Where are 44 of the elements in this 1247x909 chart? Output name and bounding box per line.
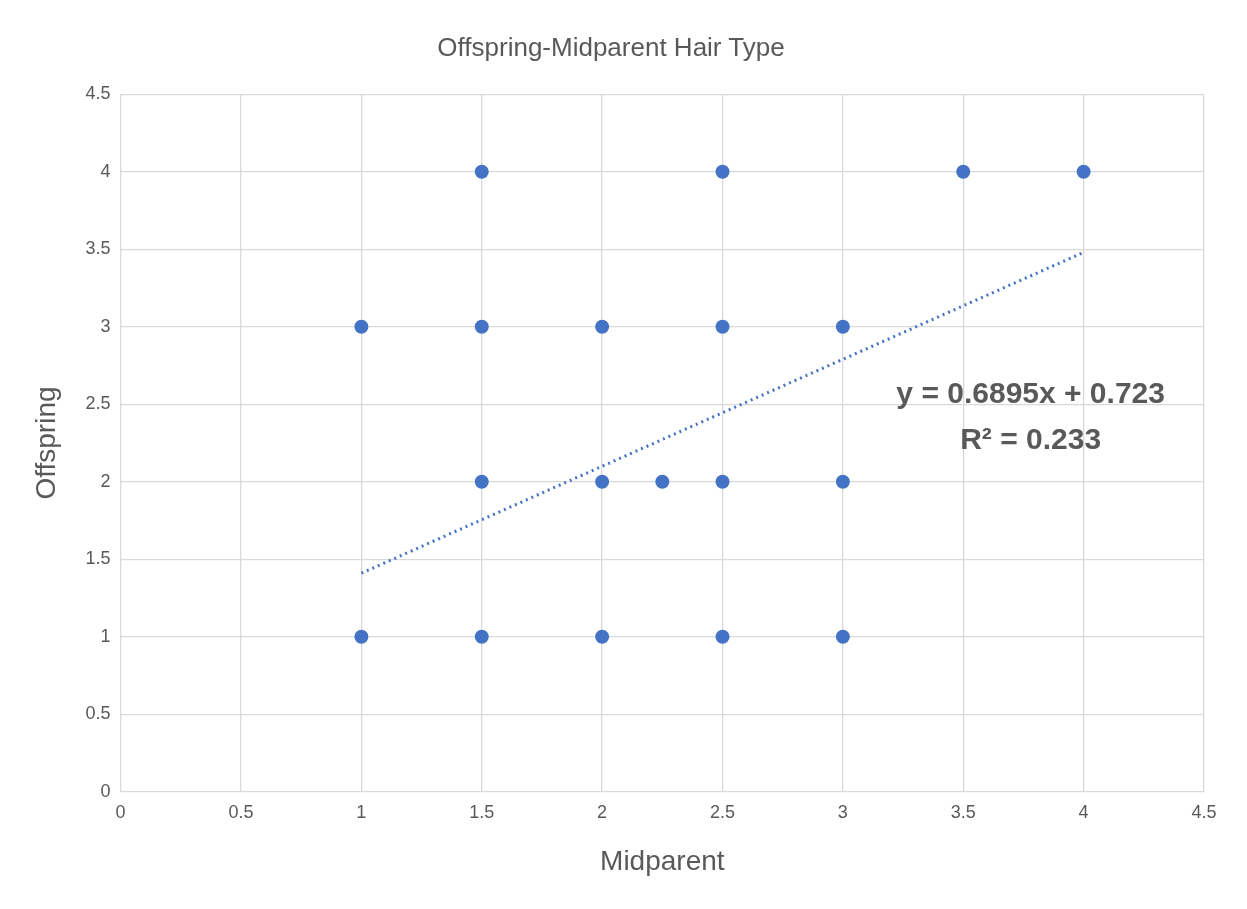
point: [1076, 164, 1091, 179]
point: [595, 319, 610, 334]
y-tick-label: 1.5: [85, 548, 111, 569]
point: [474, 474, 489, 489]
y-tick-label: 0.5: [85, 703, 111, 724]
x-tick-label: 1: [356, 801, 367, 822]
annotation: R² = 0.233: [960, 422, 1102, 456]
point: [715, 629, 730, 644]
x-tick-label: 4: [1078, 801, 1089, 822]
annotation: y = 0.6895x + 0.723: [896, 376, 1165, 410]
chart-title: Offspring-Midparent Hair Type: [437, 31, 785, 62]
y-tick-label: 2.5: [85, 393, 111, 414]
point: [595, 629, 610, 644]
point: [715, 319, 730, 334]
y-tick-label: 0: [100, 780, 111, 801]
y-tick-label: 1: [100, 625, 111, 646]
x-tick-label: 2.5: [709, 801, 736, 822]
point: [715, 474, 730, 489]
point: [595, 474, 610, 489]
x-tick-label: 0.5: [228, 801, 254, 822]
x-tick-label: 0: [115, 801, 126, 822]
y-tick-label: 3.5: [85, 238, 111, 259]
x-tick-label: 2: [597, 801, 608, 822]
point: [835, 319, 850, 334]
y-axis-title: Offspring: [29, 386, 61, 500]
x-tick-label: 1.5: [469, 801, 495, 822]
point: [474, 629, 489, 644]
x-tick-label: 3: [837, 801, 848, 822]
point: [474, 164, 489, 179]
x-tick-label: 3.5: [950, 801, 976, 822]
point: [956, 164, 971, 179]
y-tick-label: 4: [100, 160, 111, 181]
x-tick-label: 4.5: [1191, 801, 1217, 822]
point: [715, 164, 730, 179]
point: [655, 474, 670, 489]
y-tick-label: 3: [100, 315, 111, 336]
point: [354, 319, 369, 334]
point: [354, 629, 369, 644]
point: [474, 319, 489, 334]
point: [835, 474, 850, 489]
x-axis-title: Midparent: [600, 844, 725, 876]
y-tick-label: 2: [100, 470, 111, 491]
y-tick-label: 4.5: [85, 83, 111, 104]
point: [835, 629, 850, 644]
